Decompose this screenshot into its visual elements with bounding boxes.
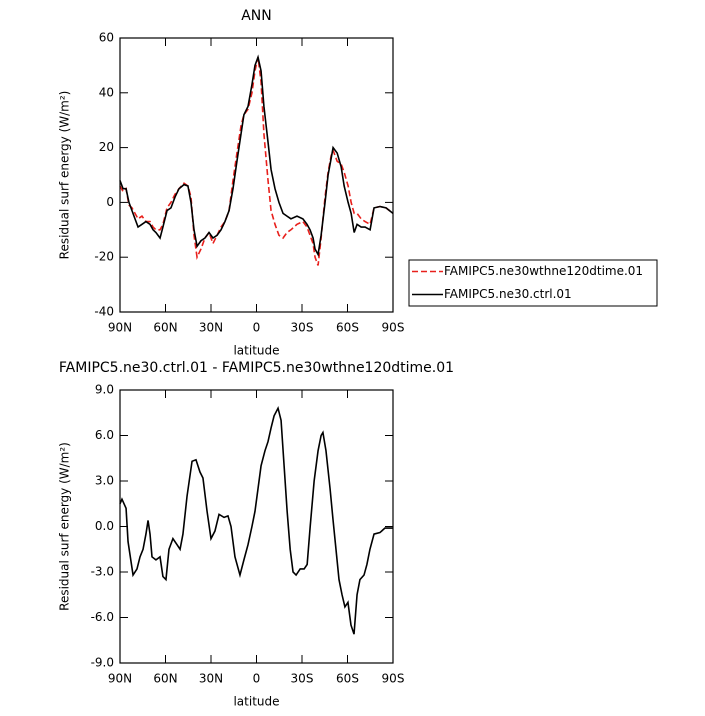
- chart-title: ANN: [241, 8, 272, 24]
- y-tick-label: 0: [106, 195, 114, 209]
- data-line: [119, 405, 393, 635]
- legend-label: FAMIPC5.ne30wthne120dtime.01: [444, 264, 643, 278]
- x-axis-label: latitude: [233, 344, 279, 358]
- x-tick-label: 60S: [336, 321, 359, 335]
- data-line: [119, 54, 394, 257]
- x-tick-label: 90S: [382, 321, 405, 335]
- x-tick-label: 60S: [336, 672, 359, 686]
- data-line: [119, 57, 394, 266]
- x-tick-label: 30S: [291, 672, 314, 686]
- y-tick-label: -9.0: [91, 656, 114, 670]
- y-tick-label: -3.0: [91, 565, 114, 579]
- chart-title: FAMIPC5.ne30.ctrl.01 - FAMIPC5.ne30wthne…: [59, 360, 454, 376]
- legend-box: [408, 259, 658, 307]
- x-tick-label: 30N: [199, 672, 223, 686]
- y-tick-label: 9.0: [95, 383, 114, 397]
- y-axis-label: Residual surf energy (W/m²): [58, 91, 72, 260]
- x-tick-label: 0: [253, 321, 261, 335]
- x-tick-label: 30N: [199, 321, 223, 335]
- y-tick-label: 3.0: [95, 474, 114, 488]
- y-tick-label: -6.0: [91, 610, 114, 624]
- y-tick-label: 0.0: [95, 519, 114, 533]
- x-axis-label: latitude: [233, 695, 279, 709]
- plot-frame: [119, 389, 394, 664]
- y-axis-label: Residual surf energy (W/m²): [58, 442, 72, 611]
- y-tick-label: 40: [99, 85, 114, 99]
- y-tick-label: 20: [99, 140, 114, 154]
- plot-frame: [119, 37, 394, 313]
- x-tick-label: 90N: [108, 672, 132, 686]
- x-tick-label: 90N: [108, 321, 132, 335]
- legend-label: FAMIPC5.ne30.ctrl.01: [444, 287, 572, 301]
- x-tick-label: 60N: [153, 672, 177, 686]
- x-tick-label: 0: [253, 672, 261, 686]
- y-tick-label: -20: [94, 250, 114, 264]
- x-tick-label: 60N: [153, 321, 177, 335]
- y-tick-label: 6.0: [95, 428, 114, 442]
- x-tick-label: 30S: [291, 321, 314, 335]
- y-tick-label: -40: [94, 305, 114, 319]
- x-tick-label: 90S: [382, 672, 405, 686]
- y-tick-label: 60: [99, 31, 114, 45]
